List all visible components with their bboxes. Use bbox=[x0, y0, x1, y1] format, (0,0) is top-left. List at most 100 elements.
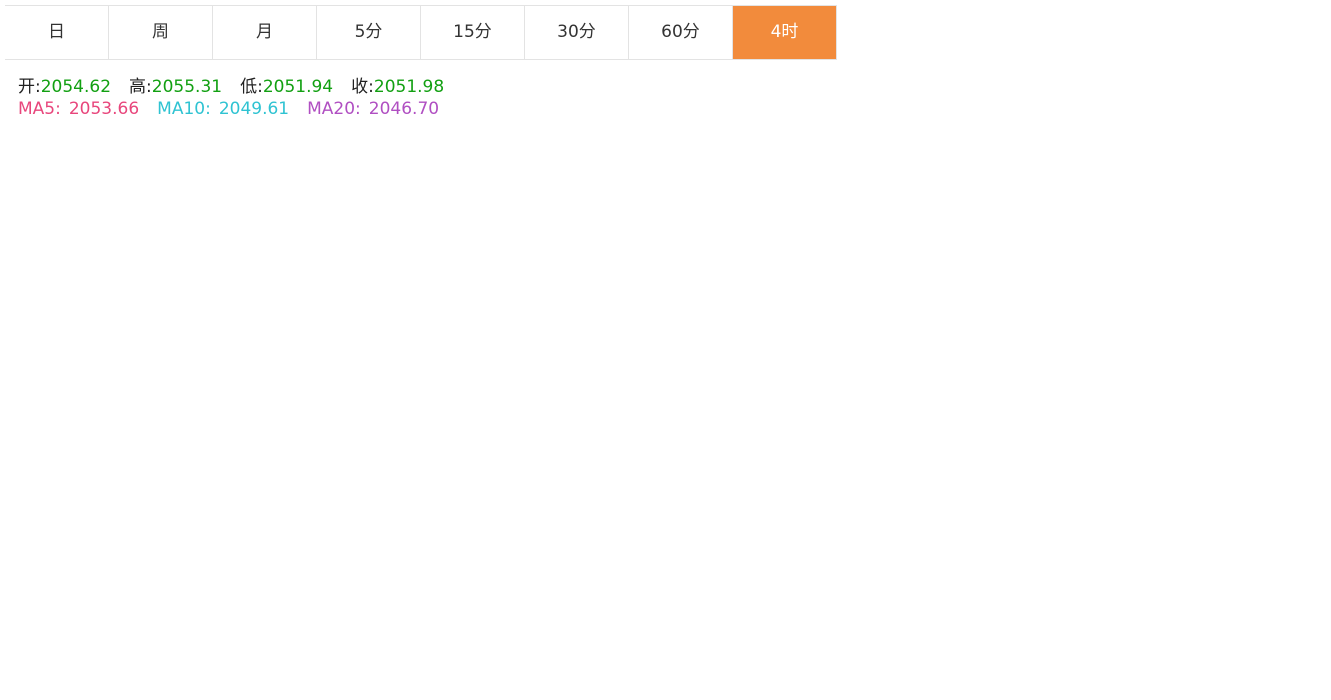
candle-body bbox=[197, 454, 207, 521]
ma-line bbox=[9, 236, 1175, 636]
y-tick-label: 2031.93 bbox=[1255, 453, 1317, 471]
candle-body bbox=[1121, 233, 1131, 241]
candle-body bbox=[977, 290, 987, 439]
candle-body bbox=[377, 588, 387, 610]
candle-body bbox=[677, 484, 687, 536]
y-tick-label: 2054.62 bbox=[1255, 228, 1317, 246]
candle-body bbox=[17, 474, 27, 561]
ma-value: 2053.66 bbox=[68, 99, 140, 119]
candle-body bbox=[221, 454, 231, 536]
candle-body bbox=[1037, 314, 1047, 360]
candle-body bbox=[605, 492, 615, 529]
candle-body bbox=[185, 474, 195, 541]
y-tick-label: 2027.39 bbox=[1255, 498, 1317, 516]
period-tab[interactable]: 月 bbox=[213, 6, 317, 59]
period-tab[interactable]: 日 bbox=[5, 6, 109, 59]
candle-body bbox=[953, 324, 963, 366]
candle-body bbox=[1025, 339, 1035, 371]
candle-body bbox=[293, 629, 303, 640]
candle-body bbox=[173, 520, 183, 541]
vertical-grid bbox=[96, 60, 1104, 700]
candle-body bbox=[665, 410, 675, 531]
candle-body bbox=[1013, 314, 1023, 396]
candle-body bbox=[737, 459, 747, 475]
candle-body bbox=[845, 412, 855, 455]
candle-body bbox=[629, 492, 639, 506]
ma-line bbox=[9, 315, 1175, 601]
candle-body bbox=[617, 496, 627, 529]
candle-body bbox=[917, 418, 927, 441]
candle-body bbox=[893, 438, 903, 446]
candle-body bbox=[257, 588, 267, 661]
candle-body bbox=[449, 550, 459, 566]
candle-body bbox=[113, 498, 123, 541]
candle-body bbox=[65, 499, 75, 529]
candle-body bbox=[1097, 240, 1107, 381]
ma-label: MA10: bbox=[157, 99, 211, 119]
candle-body bbox=[857, 420, 867, 439]
candle-body bbox=[1169, 237, 1179, 264]
candle-body bbox=[941, 268, 951, 421]
candle-body bbox=[509, 545, 519, 581]
candle-body bbox=[821, 317, 831, 455]
candle-body bbox=[809, 317, 819, 446]
candle-body bbox=[797, 317, 807, 426]
ma-label: MA5: bbox=[18, 99, 61, 119]
candle-body bbox=[557, 595, 567, 610]
y-tick-label: 2059.16 bbox=[1255, 183, 1317, 201]
candle-body bbox=[233, 440, 243, 591]
candle-body bbox=[701, 452, 711, 526]
candle-body bbox=[89, 535, 99, 549]
candle-body bbox=[485, 548, 495, 569]
candle-body bbox=[653, 505, 663, 536]
candle-body bbox=[1061, 347, 1071, 465]
candle-body bbox=[1073, 370, 1083, 383]
candle-body bbox=[989, 319, 999, 396]
y-tick-label: 2009.24 bbox=[1255, 678, 1317, 696]
ma-label: MA20: bbox=[307, 99, 361, 119]
candle-body bbox=[149, 492, 159, 541]
candle-body bbox=[365, 545, 375, 591]
y-tick-label: 2050.08 bbox=[1255, 273, 1317, 291]
candle-body bbox=[125, 489, 135, 536]
candle-body bbox=[497, 538, 507, 561]
candle-body bbox=[461, 555, 471, 566]
period-tab[interactable]: 30分 bbox=[525, 6, 629, 59]
period-tab[interactable]: 60分 bbox=[629, 6, 733, 59]
y-tick-label: 2018.32 bbox=[1255, 588, 1317, 606]
candle-body bbox=[713, 452, 723, 470]
ma-value: 2049.61 bbox=[218, 99, 290, 119]
candle-body bbox=[437, 563, 447, 581]
candle-body bbox=[581, 520, 591, 541]
candle-body bbox=[53, 430, 63, 531]
ohlc-value: 2051.94 bbox=[262, 77, 334, 97]
ohlc-header: 开:2054.62 高:2055.31 低:2051.94 收:2051.98 bbox=[18, 72, 444, 97]
period-tab[interactable]: 4时 bbox=[733, 6, 837, 59]
y-tick-label: 2068.23 bbox=[1255, 93, 1317, 111]
candle-body bbox=[281, 617, 291, 645]
candle-body bbox=[521, 535, 531, 615]
candle-body bbox=[725, 451, 735, 468]
candle-body bbox=[1145, 235, 1155, 241]
candle-body bbox=[533, 580, 543, 610]
candle-body bbox=[101, 533, 111, 551]
candle-body bbox=[641, 412, 651, 500]
candle-body bbox=[761, 428, 771, 462]
y-tick-label: 2041.01 bbox=[1255, 363, 1317, 381]
y-tick-label: 2045.55 bbox=[1255, 318, 1317, 336]
period-tab[interactable]: 5分 bbox=[317, 6, 421, 59]
candle-body bbox=[389, 545, 399, 640]
ohlc-value: 2055.31 bbox=[151, 77, 223, 97]
candle-body bbox=[353, 588, 363, 600]
candle-body bbox=[245, 535, 255, 630]
candle-body bbox=[905, 420, 915, 436]
period-tab[interactable]: 15分 bbox=[421, 6, 525, 59]
candle-body bbox=[305, 617, 315, 628]
candle-body bbox=[137, 492, 147, 511]
candle-body bbox=[1157, 238, 1167, 266]
candle-body bbox=[785, 405, 795, 426]
ohlc-label: 收: bbox=[351, 77, 374, 97]
period-tab[interactable]: 周 bbox=[109, 6, 213, 59]
y-tick-label: 2013.78 bbox=[1255, 633, 1317, 651]
